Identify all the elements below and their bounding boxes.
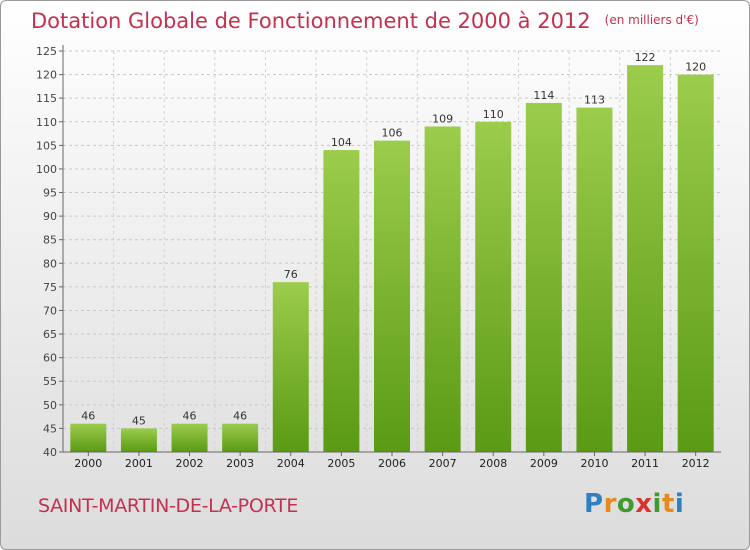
y-tick-label: 85	[43, 234, 57, 247]
x-tick-label-2004: 2004	[277, 457, 305, 470]
bar-2012	[677, 74, 714, 453]
logo-letter: o	[616, 489, 636, 519]
x-tick-label-2010: 2010	[580, 457, 608, 470]
y-tick-label: 90	[43, 210, 57, 223]
chart-title: Dotation Globale de Fonctionnement de 20…	[31, 9, 699, 33]
y-tick-label: 95	[43, 187, 57, 200]
y-tick-label: 100	[36, 163, 57, 176]
x-tick-label-2012: 2012	[682, 457, 710, 470]
bar-2010	[576, 107, 613, 453]
data-label-2000: 46	[81, 410, 95, 423]
x-tick-label-2009: 2009	[530, 457, 558, 470]
y-tick-label: 65	[43, 328, 57, 341]
data-label-2006: 106	[382, 127, 403, 140]
y-tick-label: 60	[43, 352, 57, 365]
y-tick-label: 105	[36, 139, 57, 152]
y-tick-label: 75	[43, 281, 57, 294]
bar-2007	[424, 126, 461, 452]
y-tick-label: 70	[43, 304, 57, 317]
x-tick-label-2003: 2003	[226, 457, 254, 470]
axes: 40 45 50 55 60 65 70 75 80 85 90 95 100 105 110 115 120 1…	[36, 45, 721, 470]
logo-letter: i	[674, 489, 685, 519]
x-tick-label-2006: 2006	[378, 457, 406, 470]
chart-unit: (en milliers d'€)	[604, 13, 699, 27]
data-label-2012: 120	[685, 61, 706, 74]
y-tick-label: 50	[43, 399, 57, 412]
bar-2009	[525, 102, 562, 453]
bar-2002	[171, 423, 208, 452]
data-label-2007: 109	[432, 112, 453, 125]
proxiti-logo: Proxiti	[584, 489, 684, 519]
logo-letter: x	[635, 489, 653, 519]
data-label-2003: 46	[233, 410, 247, 423]
data-label-2008: 110	[483, 108, 504, 121]
x-tick-label-2002: 2002	[176, 457, 204, 470]
bar-2001	[120, 428, 157, 452]
y-tick-label: 125	[36, 45, 57, 58]
data-label-2001: 45	[132, 414, 146, 427]
y-tick-label: 40	[43, 446, 57, 459]
y-tick-label: 55	[43, 375, 57, 388]
data-label-2011: 122	[635, 51, 656, 64]
logo-letter: t	[661, 489, 675, 519]
x-tick-label-2000: 2000	[74, 457, 102, 470]
x-tick-label-2011: 2011	[631, 457, 659, 470]
y-tick-label: 45	[43, 422, 57, 435]
y-tick-label: 80	[43, 257, 57, 270]
bar-2008	[475, 121, 512, 452]
x-tick-label-2001: 2001	[125, 457, 153, 470]
bar-2005	[323, 150, 360, 452]
x-tick-label-2007: 2007	[429, 457, 457, 470]
x-tick-label-2008: 2008	[479, 457, 507, 470]
data-label-2010: 113	[584, 94, 605, 107]
bar-2006	[374, 140, 410, 452]
data-label-2002: 46	[183, 410, 197, 423]
logo-letter: r	[603, 489, 617, 519]
chart-title-text: Dotation Globale de Fonctionnement de 20…	[31, 9, 591, 33]
logo-letter: i	[652, 489, 662, 519]
y-tick-label: 110	[36, 116, 57, 129]
x-tick-label-2005: 2005	[327, 457, 355, 470]
y-tick-label: 115	[36, 92, 57, 105]
commune-name: SAINT-MARTIN-DE-LA-PORTE	[38, 495, 299, 517]
bar-2004	[272, 282, 309, 452]
data-label-2009: 114	[533, 89, 554, 102]
y-tick-label: 120	[36, 69, 57, 82]
bar-2003	[222, 423, 259, 452]
bars: 46 45 46 46 76 104 106 109 110 114 113 122 120	[70, 51, 714, 453]
bar-2011	[627, 65, 664, 452]
data-label-2005: 104	[331, 136, 352, 149]
bar-2000	[70, 423, 107, 452]
logo-letter: P	[584, 489, 604, 519]
data-label-2004: 76	[284, 268, 298, 281]
